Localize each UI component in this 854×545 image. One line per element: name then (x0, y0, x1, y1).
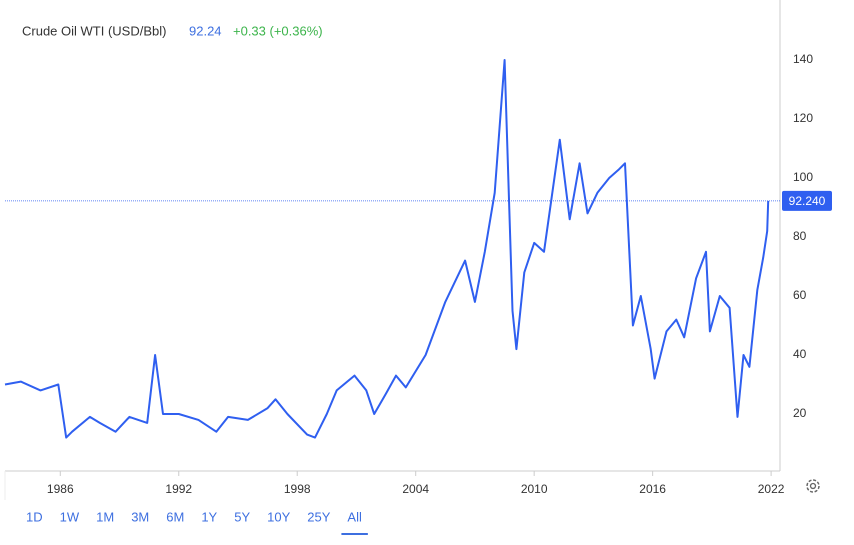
range-button[interactable]: 5Y (234, 509, 250, 524)
x-tick-label: 2010 (521, 482, 548, 496)
range-button[interactable]: 3M (131, 509, 149, 524)
y-tick-label: 120 (793, 111, 813, 125)
range-button[interactable]: 1M (96, 509, 114, 524)
range-button[interactable]: 10Y (267, 509, 290, 524)
settings-icon[interactable] (806, 479, 820, 493)
range-button[interactable]: All (347, 509, 362, 524)
current-price: 92.24 (189, 23, 222, 38)
x-tick-label: 2022 (758, 482, 785, 496)
x-tick-label: 2016 (639, 482, 666, 496)
price-change: +0.33 (+0.36%) (233, 23, 323, 38)
range-button[interactable]: 25Y (307, 509, 330, 524)
range-button[interactable]: 1Y (201, 509, 217, 524)
y-tick-label: 100 (793, 170, 813, 184)
y-tick-label: 140 (793, 52, 813, 66)
price-tag (782, 190, 832, 211)
x-tick-label: 2004 (402, 482, 429, 496)
range-button[interactable]: 1W (60, 509, 80, 524)
x-tick-label: 1992 (165, 482, 192, 496)
x-tick-label: 1986 (47, 482, 74, 496)
price-tag-label: 92.240 (789, 194, 826, 208)
y-tick-label: 20 (793, 406, 807, 420)
price-line (4, 59, 770, 439)
chart-title: Crude Oil WTI (USD/Bbl) (22, 23, 166, 38)
y-tick-label: 60 (793, 288, 807, 302)
range-button[interactable]: 1D (26, 509, 43, 524)
y-tick-label: 80 (793, 229, 807, 243)
y-tick-label: 40 (793, 347, 807, 361)
range-button[interactable]: 6M (166, 509, 184, 524)
x-tick-label: 1998 (284, 482, 311, 496)
